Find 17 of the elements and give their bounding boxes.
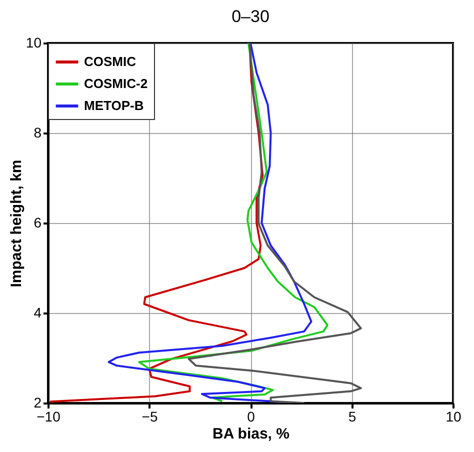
x-tick-label: 0	[247, 408, 256, 424]
y-tick-label: 8	[34, 124, 42, 140]
legend-label: METOP-B	[84, 98, 144, 113]
chart-title: 0–30	[232, 7, 270, 26]
y-tick-label: 4	[34, 304, 42, 320]
x-axis-title: BA bias, %	[212, 426, 290, 442]
line-series	[188, 43, 362, 403]
x-tick-label: 5	[348, 408, 356, 424]
legend-label: COSMIC-2	[84, 76, 148, 91]
y-axis-title: Impact height, km	[8, 160, 25, 288]
y-tick-label: 6	[34, 214, 42, 230]
y-tick-label: 10	[26, 34, 42, 50]
x-tick-label: 10	[446, 408, 462, 424]
x-tick-label: −5	[142, 408, 158, 424]
y-tick-label: 2	[34, 394, 42, 410]
x-tick-label: −10	[36, 408, 61, 424]
legend-label: COSMIC	[84, 54, 137, 69]
